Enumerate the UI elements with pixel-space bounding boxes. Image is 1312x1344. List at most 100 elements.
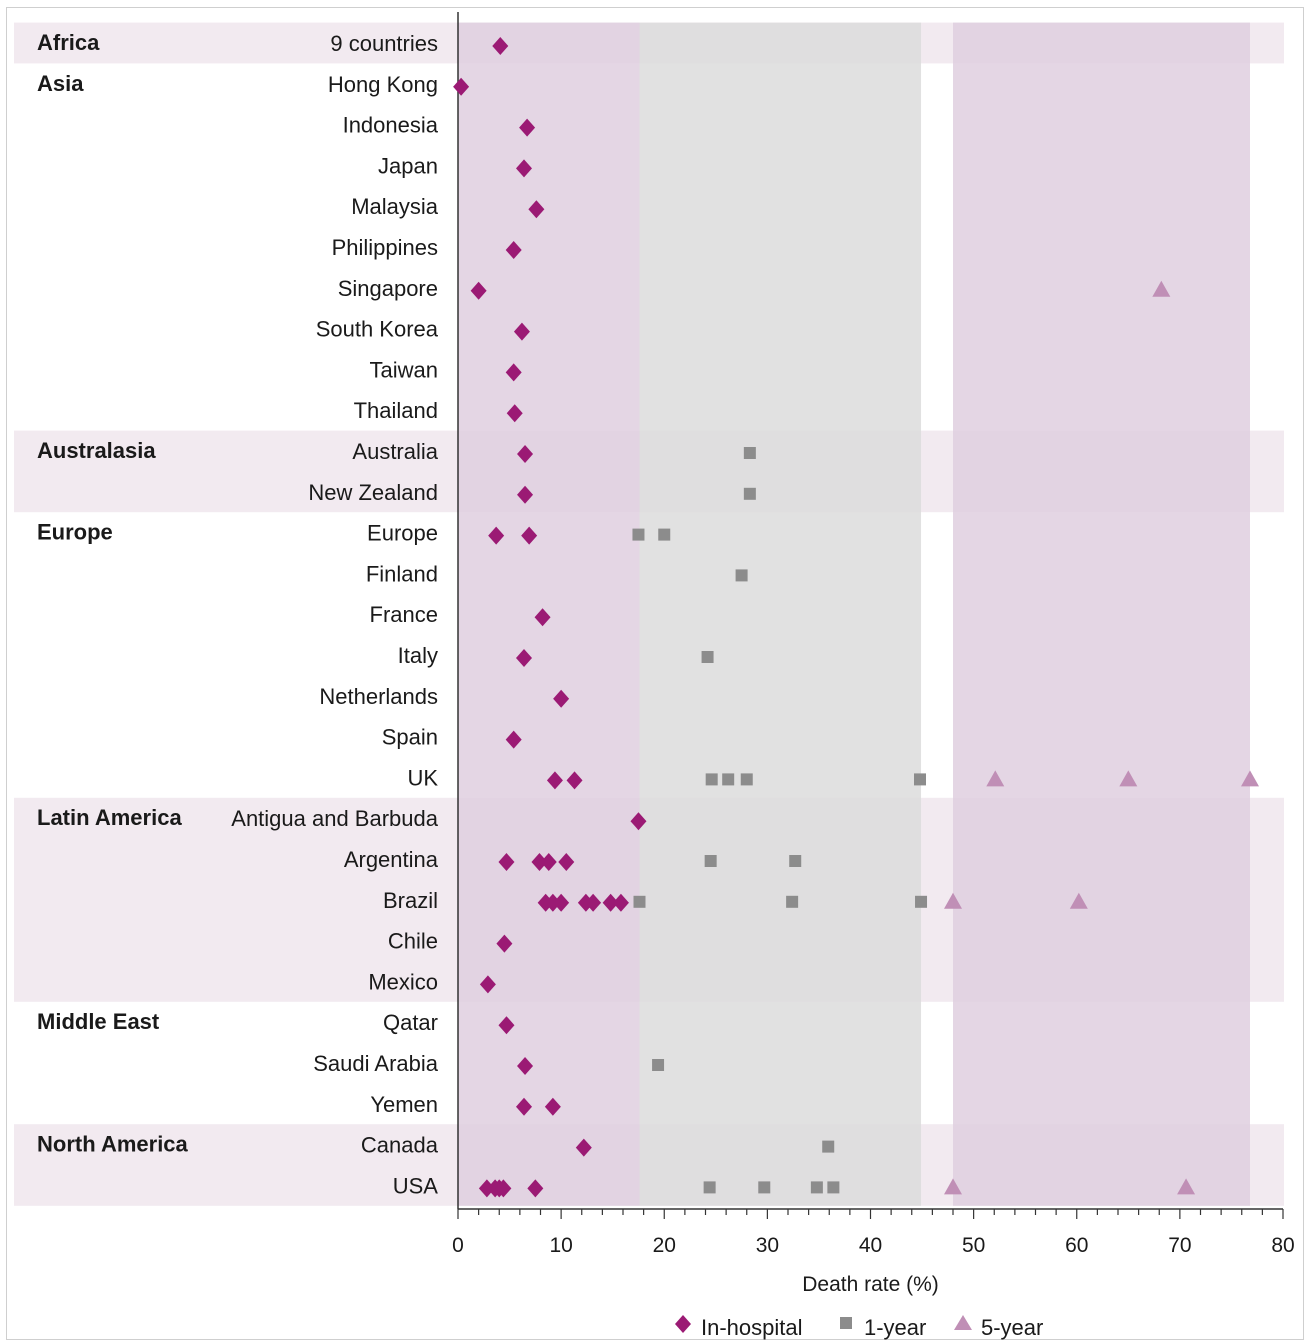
country-label: Chile	[388, 929, 438, 954]
one-year-point	[758, 1181, 771, 1194]
in-hospital-point	[453, 77, 470, 96]
one-year-point	[735, 569, 748, 582]
in-hospital-point	[505, 363, 522, 382]
in-hospital-point	[558, 853, 575, 871]
country-label: Malaysia	[351, 194, 439, 219]
one-year-point	[705, 773, 718, 786]
in-hospital-point	[521, 526, 538, 545]
legend-triangle-icon	[954, 1315, 972, 1330]
region-label: Latin America	[37, 805, 182, 830]
in-hospital-point	[544, 893, 561, 912]
in-hospital-point	[505, 730, 522, 749]
one-year-point	[822, 1140, 835, 1153]
five-year-point	[1177, 1178, 1196, 1195]
country-label: South Korea	[316, 317, 439, 342]
in-hospital-range-band	[458, 22, 640, 1206]
in-hospital-point	[498, 853, 515, 871]
one-year-point	[786, 895, 799, 908]
one-year-point	[789, 855, 802, 867]
country-label: Spain	[382, 725, 438, 750]
in-hospital-point	[544, 1097, 561, 1116]
country-label: Saudi Arabia	[313, 1051, 439, 1076]
country-label: Australia	[352, 439, 438, 464]
in-hospital-point	[517, 485, 534, 504]
five-year-range-band	[953, 22, 1250, 1206]
in-hospital-point	[630, 812, 647, 831]
country-label: Netherlands	[319, 684, 438, 709]
one-year-point	[743, 487, 756, 500]
in-hospital-point	[516, 649, 532, 667]
country-label: Taiwan	[370, 357, 438, 382]
region-label: Asia	[37, 71, 84, 96]
one-year-point	[633, 895, 646, 908]
country-label: New Zealand	[308, 480, 438, 505]
country-label: Finland	[366, 561, 438, 586]
legend-square-icon	[840, 1317, 852, 1329]
country-label: Thailand	[354, 398, 438, 423]
one-year-point	[658, 528, 671, 541]
one-year-point	[704, 855, 717, 867]
in-hospital-point	[496, 934, 513, 953]
country-label: 9 countries	[330, 31, 438, 56]
in-hospital-point	[513, 322, 530, 341]
one-year-point	[701, 651, 714, 663]
legend-label: 5-year	[981, 1315, 1043, 1340]
in-hospital-point	[540, 853, 557, 871]
one-year-point	[740, 773, 753, 786]
in-hospital-point	[488, 526, 505, 545]
five-year-point	[1241, 770, 1259, 787]
in-hospital-point	[602, 893, 619, 912]
legend-label: In-hospital	[701, 1315, 803, 1340]
in-hospital-point	[566, 771, 583, 790]
in-hospital-point	[534, 608, 551, 627]
in-hospital-point	[528, 200, 545, 219]
country-label: Singapore	[338, 276, 438, 301]
one-year-point	[743, 447, 756, 459]
country-label: Qatar	[383, 1010, 438, 1035]
country-label: Philippines	[332, 235, 438, 260]
in-hospital-point	[479, 975, 496, 994]
in-hospital-point	[478, 1179, 495, 1198]
five-year-point	[944, 892, 962, 909]
five-year-point	[1152, 280, 1171, 297]
one-year-point	[722, 773, 735, 786]
region-label: Africa	[37, 30, 100, 55]
x-tick-label: 10	[549, 1234, 572, 1257]
x-tick-label: 0	[452, 1234, 464, 1257]
region-label: North America	[37, 1132, 189, 1157]
x-tick-label: 20	[653, 1234, 676, 1257]
in-hospital-point	[546, 771, 563, 790]
in-hospital-point	[516, 1097, 532, 1116]
five-year-point	[1119, 770, 1138, 787]
one-year-point	[652, 1059, 665, 1071]
in-hospital-point	[585, 893, 602, 912]
country-label: Japan	[378, 153, 438, 178]
one-year-point	[632, 528, 645, 541]
five-year-point	[944, 1178, 962, 1195]
legend-diamond-icon	[675, 1315, 691, 1333]
in-hospital-point	[498, 1016, 515, 1035]
in-hospital-point	[519, 118, 536, 137]
country-label: Italy	[398, 643, 438, 668]
in-hospital-point	[612, 893, 629, 912]
one-year-point	[703, 1181, 716, 1194]
in-hospital-point	[492, 37, 509, 55]
x-tick-label: 70	[1168, 1234, 1191, 1257]
in-hospital-point	[506, 404, 523, 423]
one-year-point	[914, 773, 926, 786]
x-tick-label: 50	[962, 1234, 985, 1257]
region-label: Europe	[37, 520, 113, 545]
country-label: France	[370, 602, 438, 627]
in-hospital-point	[516, 159, 532, 178]
in-hospital-point	[495, 1179, 512, 1198]
country-label: USA	[393, 1173, 439, 1198]
country-label: Canada	[361, 1133, 439, 1158]
x-tick-label: 30	[756, 1234, 779, 1257]
one-year-point	[810, 1181, 823, 1194]
in-hospital-point	[575, 1138, 592, 1157]
country-label: Antigua and Barbuda	[231, 806, 438, 831]
country-label: Yemen	[370, 1092, 438, 1117]
one-year-point	[915, 895, 928, 908]
country-label: Hong Kong	[328, 72, 438, 97]
